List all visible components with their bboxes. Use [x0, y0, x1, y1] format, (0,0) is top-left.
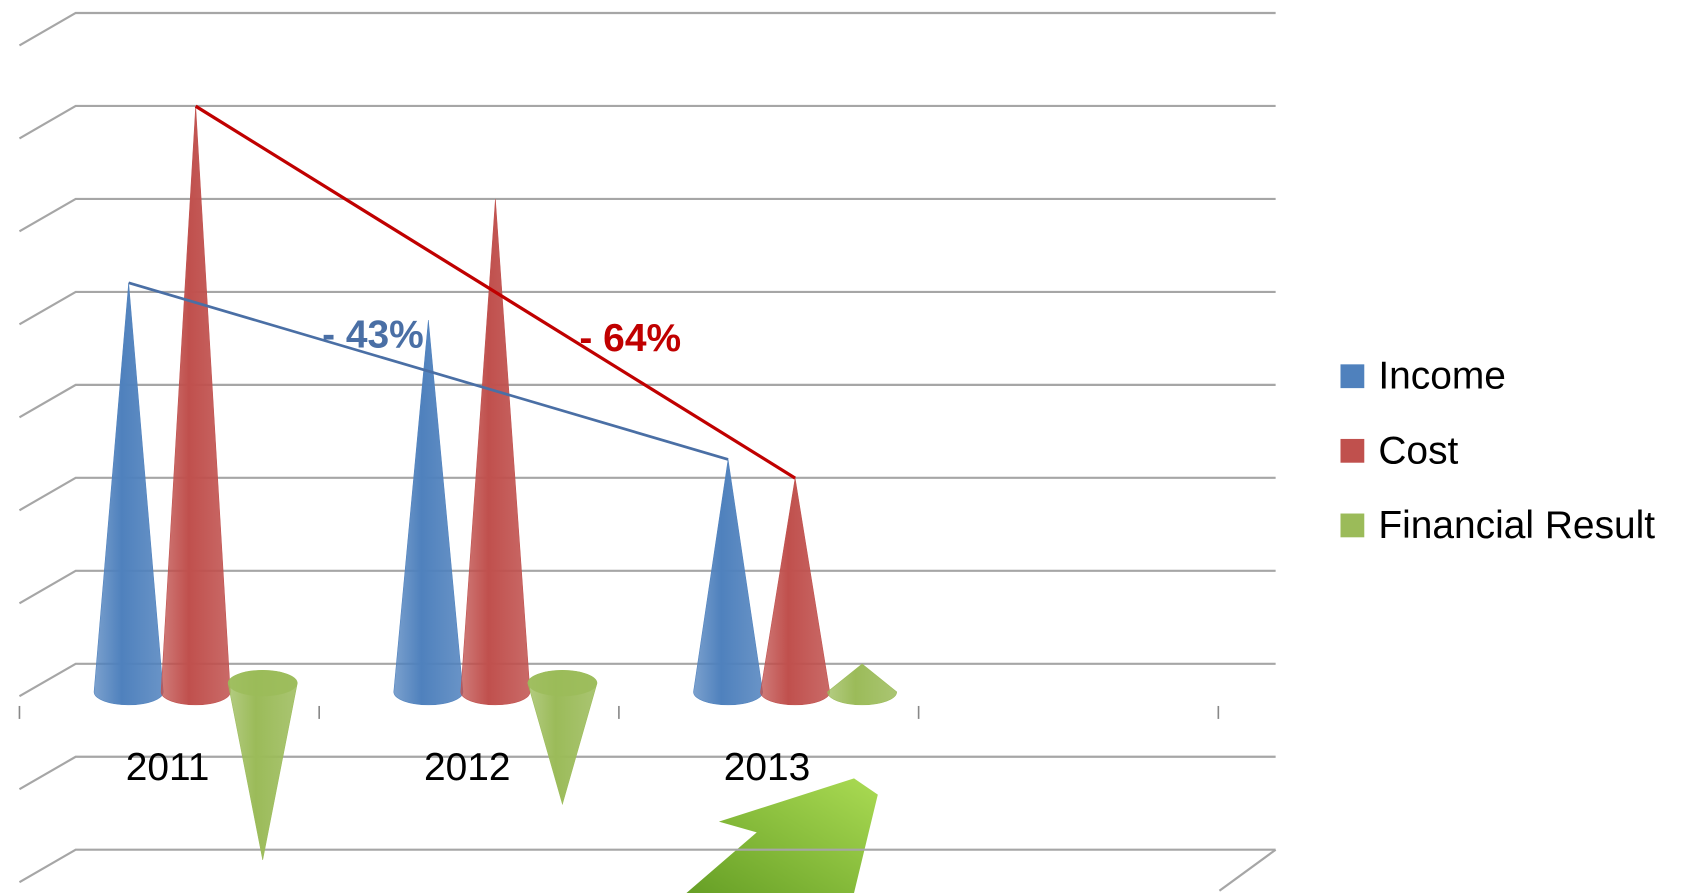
grid-line [18, 11, 1276, 47]
cone [160, 106, 231, 706]
annotation: - 43% [322, 314, 424, 357]
grid-line [18, 383, 1276, 419]
legend-label: Financial Result [1378, 504, 1655, 547]
trend-line [194, 104, 796, 480]
grid-line [18, 290, 1276, 326]
trend-line [128, 281, 729, 461]
legend-swatch [1340, 438, 1365, 463]
grid-line [18, 662, 1276, 698]
x-tick-label: 2012 [424, 746, 511, 789]
grid-line [18, 197, 1276, 233]
cone [827, 663, 897, 706]
x-tick-label: 2013 [724, 746, 811, 789]
grid-line [18, 569, 1276, 605]
legend-label: Income [1378, 355, 1506, 398]
cone-top [527, 670, 598, 697]
cone [227, 670, 298, 860]
cone-top [228, 670, 298, 697]
x-tick-label: 2011 [126, 746, 210, 789]
grid-line [18, 848, 1276, 884]
arrow-shape [686, 778, 878, 893]
cone [760, 478, 830, 706]
annotation: - 64% [579, 317, 681, 360]
grid-line [18, 476, 1276, 512]
legend-swatch [1340, 364, 1365, 389]
grid-line [18, 104, 1276, 140]
floor-edge [1218, 848, 1277, 892]
cone [93, 282, 164, 706]
arrow-decoration [686, 778, 878, 893]
cone [693, 459, 763, 706]
grid-line [18, 755, 1276, 791]
legend-label: Cost [1378, 429, 1458, 472]
cone [460, 199, 531, 706]
legend-swatch [1340, 513, 1365, 538]
